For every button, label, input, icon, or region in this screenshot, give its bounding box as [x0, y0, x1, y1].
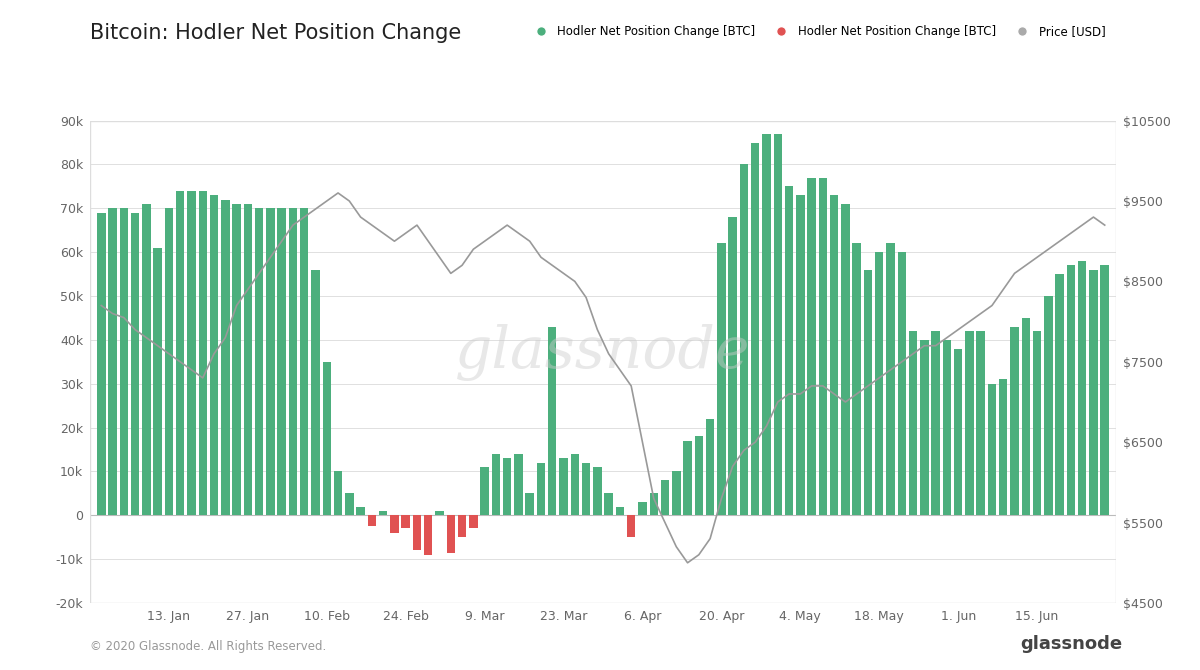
Bar [661, 480, 670, 515]
Bar [120, 208, 128, 515]
Bar [97, 212, 106, 515]
Bar [1090, 270, 1098, 515]
Bar [616, 507, 624, 515]
Bar [1078, 261, 1086, 515]
Bar [390, 515, 398, 533]
Bar [323, 362, 331, 515]
Bar [1067, 265, 1075, 515]
Legend: Hodler Net Position Change [BTC], Hodler Net Position Change [BTC], Price [USD]: Hodler Net Position Change [BTC], Hodler… [524, 20, 1110, 43]
Bar [965, 331, 973, 515]
Bar [649, 493, 658, 515]
Bar [1044, 296, 1052, 515]
Bar [480, 467, 488, 515]
Bar [154, 248, 162, 515]
Bar [402, 515, 410, 529]
Bar [875, 252, 883, 515]
Bar [492, 454, 500, 515]
Bar [559, 458, 568, 515]
Bar [142, 204, 151, 515]
Bar [762, 134, 770, 515]
Bar [988, 384, 996, 515]
Bar [446, 515, 455, 553]
Text: glassnode: glassnode [1020, 635, 1122, 653]
Bar [1010, 327, 1019, 515]
Bar [908, 331, 917, 515]
Bar [887, 243, 895, 515]
Bar [695, 436, 703, 515]
Bar [570, 454, 580, 515]
Bar [728, 217, 737, 515]
Bar [626, 515, 636, 537]
Bar [830, 195, 839, 515]
Bar [221, 200, 229, 515]
Bar [458, 515, 467, 537]
Bar [277, 208, 286, 515]
Bar [289, 208, 298, 515]
Bar [90, 121, 1116, 603]
Bar [356, 507, 365, 515]
Bar [164, 208, 173, 515]
Text: © 2020 Glassnode. All Rights Reserved.: © 2020 Glassnode. All Rights Reserved. [90, 641, 326, 653]
Bar [808, 178, 816, 515]
Bar [852, 243, 860, 515]
Bar [818, 178, 827, 515]
Bar [210, 195, 218, 515]
Bar [718, 243, 726, 515]
Bar [515, 454, 523, 515]
Text: glassnode: glassnode [455, 324, 751, 381]
Bar [841, 204, 850, 515]
Bar [311, 270, 319, 515]
Bar [187, 191, 196, 515]
Bar [526, 493, 534, 515]
Bar [774, 134, 782, 515]
Bar [706, 419, 714, 515]
Bar [638, 502, 647, 515]
Bar [977, 331, 985, 515]
Bar [796, 195, 804, 515]
Bar [898, 252, 906, 515]
Bar [131, 212, 139, 515]
Bar [1055, 274, 1064, 515]
Bar [1033, 331, 1042, 515]
Bar [198, 191, 206, 515]
Bar [413, 515, 421, 550]
Bar [954, 348, 962, 515]
Bar [346, 493, 354, 515]
Bar [233, 204, 241, 515]
Bar [176, 191, 185, 515]
Bar [244, 204, 252, 515]
Bar [266, 208, 275, 515]
Bar [424, 515, 432, 555]
Bar [751, 143, 760, 515]
Bar [943, 340, 952, 515]
Bar [1000, 379, 1008, 515]
Bar [605, 493, 613, 515]
Bar [683, 441, 691, 515]
Bar [254, 208, 263, 515]
Text: Bitcoin: Hodler Net Position Change: Bitcoin: Hodler Net Position Change [90, 23, 461, 44]
Bar [300, 208, 308, 515]
Bar [582, 463, 590, 515]
Bar [739, 164, 748, 515]
Bar [931, 331, 940, 515]
Bar [672, 472, 680, 515]
Bar [920, 340, 929, 515]
Bar [436, 511, 444, 515]
Bar [785, 186, 793, 515]
Bar [108, 208, 116, 515]
Bar [379, 511, 388, 515]
Bar [864, 270, 872, 515]
Bar [334, 472, 342, 515]
Bar [548, 327, 557, 515]
Bar [469, 515, 478, 529]
Bar [536, 463, 545, 515]
Bar [1021, 318, 1030, 515]
Bar [367, 515, 376, 526]
Bar [503, 458, 511, 515]
Bar [1100, 265, 1109, 515]
Bar [593, 467, 601, 515]
